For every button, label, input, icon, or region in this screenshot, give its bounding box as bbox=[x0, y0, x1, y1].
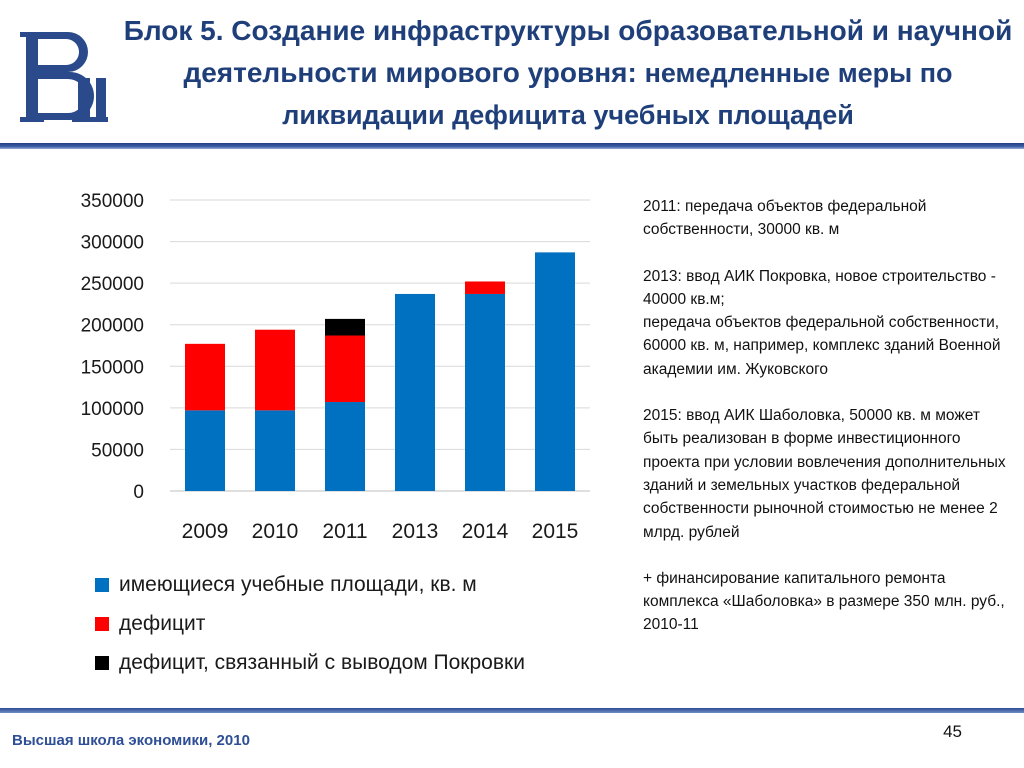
y-tick-label: 250000 bbox=[81, 274, 144, 295]
footer-org: Высшая школа экономики, 2010 bbox=[12, 732, 250, 749]
legend-swatch bbox=[95, 577, 109, 592]
chart-legend: имеющиеся учебные площади, кв. м дефицит д… bbox=[95, 565, 525, 682]
page-title: Блок 5. Создание инфраструктуры образова… bbox=[118, 10, 1018, 136]
y-tick-label: 300000 bbox=[81, 233, 144, 254]
note-paragraph: 2013: ввод АИК Покровка, новое строитель… bbox=[643, 267, 1001, 378]
bar-segment bbox=[395, 293, 435, 491]
bar-segment bbox=[465, 293, 505, 491]
bar-segment bbox=[465, 281, 505, 294]
legend-label: дефицит, связанный с выводом Покровки bbox=[119, 650, 525, 674]
legend-swatch bbox=[95, 655, 109, 670]
x-tick-label: 2013 bbox=[392, 520, 439, 543]
page-number: 45 bbox=[943, 722, 962, 741]
legend-item: имеющиеся учебные площади, кв. м bbox=[95, 565, 525, 604]
y-tick-label: 150000 bbox=[81, 357, 144, 378]
bar-segment bbox=[185, 410, 225, 491]
bar-segment bbox=[325, 335, 365, 403]
legend-item: дефицит, связанный с выводом Покровки bbox=[95, 643, 525, 682]
x-tick-label: 2014 bbox=[462, 520, 509, 543]
legend-label: имеющиеся учебные площади, кв. м bbox=[119, 572, 477, 596]
y-tick-label: 350000 bbox=[81, 191, 144, 212]
y-tick-label: 0 bbox=[133, 482, 144, 503]
x-tick-label: 2009 bbox=[182, 520, 229, 543]
note-paragraph: 2011: передача объектов федеральной собс… bbox=[643, 198, 927, 239]
bar-segment bbox=[185, 343, 225, 411]
y-tick-label: 50000 bbox=[91, 440, 144, 461]
header-divider bbox=[0, 143, 1024, 149]
page-title-sub: немедленные меры по ликвидации дефицита … bbox=[282, 58, 953, 130]
bar-segment bbox=[255, 410, 295, 491]
y-tick-label: 200000 bbox=[81, 316, 144, 337]
bar-segment bbox=[255, 329, 295, 411]
hse-logo-icon bbox=[20, 32, 108, 122]
note-paragraph: 2015: ввод АИК Шаболовка, 50000 кв. м мо… bbox=[643, 407, 1006, 541]
note-paragraph: + финансирование капитального ремонта ко… bbox=[643, 569, 1005, 634]
x-tick-label: 2011 bbox=[322, 520, 367, 543]
stacked-bar-chart: 0 50000 100000 150000 200000 250000 300000 3500… bbox=[81, 191, 590, 543]
footer-divider bbox=[0, 708, 1024, 713]
legend-swatch bbox=[95, 616, 109, 631]
x-tick-label: 2015 bbox=[532, 520, 579, 543]
bar-segment bbox=[325, 402, 365, 491]
notes-panel: 2011: передача объектов федеральной собс… bbox=[643, 195, 1008, 660]
legend-label: дефицит bbox=[119, 611, 206, 635]
legend-item: дефицит bbox=[95, 604, 525, 643]
x-tick-label: 2010 bbox=[252, 520, 299, 543]
y-tick-label: 100000 bbox=[81, 399, 144, 420]
bar-segment bbox=[325, 318, 365, 336]
bar-segment bbox=[535, 252, 575, 491]
page-title-main: Блок 5. Создание инфраструктуры образова… bbox=[123, 15, 1013, 88]
